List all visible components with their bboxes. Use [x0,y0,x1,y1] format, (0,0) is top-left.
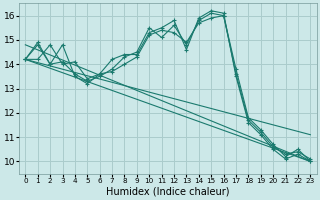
X-axis label: Humidex (Indice chaleur): Humidex (Indice chaleur) [106,187,229,197]
